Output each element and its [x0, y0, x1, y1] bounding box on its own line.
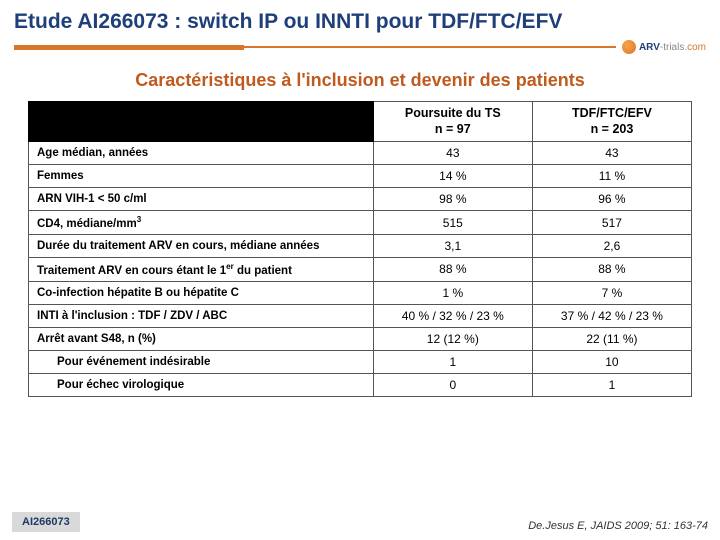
cell-value: 98 % — [373, 188, 532, 211]
row-label: CD4, médiane/mm3 — [29, 211, 374, 235]
table-row: INTI à l'inclusion : TDF / ZDV / ABC40 %… — [29, 304, 692, 327]
cell-value: 12 (12 %) — [373, 327, 532, 350]
row-label: Femmes — [29, 165, 374, 188]
table-row: Femmes14 %11 % — [29, 165, 692, 188]
cell-value: 22 (11 %) — [532, 327, 691, 350]
cell-value: 40 % / 32 % / 23 % — [373, 304, 532, 327]
characteristics-table: Poursuite du TSn = 97TDF/FTC/EFVn = 203 … — [28, 101, 692, 397]
row-label: Durée du traitement ARV en cours, médian… — [29, 235, 374, 258]
row-label: Co-infection hépatite B ou hépatite C — [29, 281, 374, 304]
row-label: ARN VIH-1 < 50 c/ml — [29, 188, 374, 211]
row-label: Arrêt avant S48, n (%) — [29, 327, 374, 350]
study-id-tag: AI266073 — [12, 512, 80, 532]
row-label: Pour événement indésirable — [29, 350, 374, 373]
globe-icon — [622, 40, 636, 54]
cell-value: 14 % — [373, 165, 532, 188]
table-row: CD4, médiane/mm3515517 — [29, 211, 692, 235]
cell-value: 10 — [532, 350, 691, 373]
table-column-header: Poursuite du TSn = 97 — [373, 102, 532, 142]
table-header-blank — [29, 102, 374, 142]
row-label: Traitement ARV en cours étant le 1er du … — [29, 258, 374, 282]
table-row: Arrêt avant S48, n (%)12 (12 %)22 (11 %) — [29, 327, 692, 350]
cell-value: 88 % — [532, 258, 691, 282]
cell-value: 515 — [373, 211, 532, 235]
cell-value: 43 — [373, 142, 532, 165]
cell-value: 1 — [373, 350, 532, 373]
table-row: Pour échec virologique01 — [29, 373, 692, 396]
arv-trials-logo: ARV-trials.com — [622, 40, 706, 54]
cell-value: 517 — [532, 211, 691, 235]
row-label: Age médian, années — [29, 142, 374, 165]
table-row: Age médian, années4343 — [29, 142, 692, 165]
table-row: Pour événement indésirable110 — [29, 350, 692, 373]
cell-value: 1 — [532, 373, 691, 396]
cell-value: 0 — [373, 373, 532, 396]
cell-value: 88 % — [373, 258, 532, 282]
cell-value: 37 % / 42 % / 23 % — [532, 304, 691, 327]
citation: De.Jesus E, JAIDS 2009; 51: 163-74 — [528, 520, 708, 532]
row-label: Pour échec virologique — [29, 373, 374, 396]
table-row: ARN VIH-1 < 50 c/ml98 %96 % — [29, 188, 692, 211]
cell-value: 7 % — [532, 281, 691, 304]
row-label: INTI à l'inclusion : TDF / ZDV / ABC — [29, 304, 374, 327]
table-column-header: TDF/FTC/EFVn = 203 — [532, 102, 691, 142]
cell-value: 3,1 — [373, 235, 532, 258]
table-row: Traitement ARV en cours étant le 1er du … — [29, 258, 692, 282]
title-underline: ARV-trials.com — [0, 40, 720, 54]
cell-value: 1 % — [373, 281, 532, 304]
cell-value: 2,6 — [532, 235, 691, 258]
cell-value: 11 % — [532, 165, 691, 188]
page-title: Etude AI266073 : switch IP ou INNTI pour… — [14, 10, 706, 34]
cell-value: 43 — [532, 142, 691, 165]
section-subtitle: Caractéristiques à l'inclusion et deveni… — [0, 70, 720, 91]
table-row: Co-infection hépatite B ou hépatite C1 %… — [29, 281, 692, 304]
table-row: Durée du traitement ARV en cours, médian… — [29, 235, 692, 258]
cell-value: 96 % — [532, 188, 691, 211]
